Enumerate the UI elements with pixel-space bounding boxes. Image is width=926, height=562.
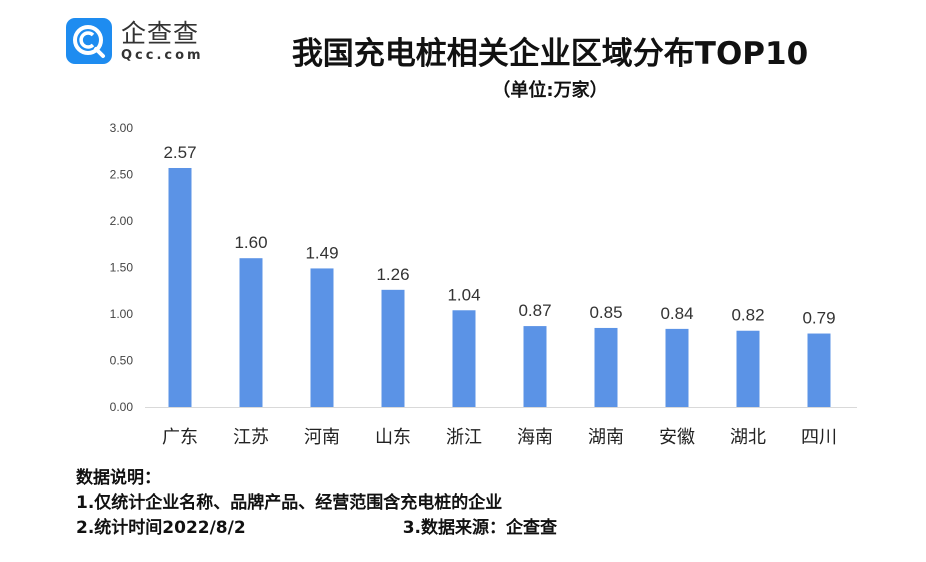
data-label: 0.87 (518, 301, 551, 320)
x-tick-label: 浙江 (446, 427, 482, 448)
chart-title: 我国充电桩相关企业区域分布TOP10 (291, 36, 809, 72)
y-tick-label: 2.50 (110, 168, 134, 182)
x-tick-label: 江苏 (233, 427, 269, 448)
x-tick-label: 湖北 (730, 427, 766, 448)
data-notes: 数据说明： 1.仅统计企业名称、品牌产品、经营范围含充电桩的企业 2.统计时间2… (76, 466, 557, 541)
data-label: 1.26 (376, 265, 409, 284)
x-tick-label: 四川 (801, 427, 837, 448)
y-tick-label: 1.50 (110, 261, 134, 275)
y-tick-label: 0.50 (110, 354, 134, 368)
bar-广东 (168, 167, 192, 407)
chart-unit: （单位:万家） (492, 80, 608, 101)
y-tick-label: 0.00 (110, 400, 134, 414)
bar-湖南 (594, 327, 618, 407)
bar-浙江 (452, 310, 476, 407)
data-label: 1.04 (447, 285, 480, 304)
logo-name-en: Qcc.com (121, 47, 204, 63)
data-label: 2.57 (163, 143, 196, 162)
y-tick-label: 3.00 (110, 121, 134, 135)
y-tick-label: 2.00 (110, 214, 134, 228)
data-label: 0.79 (802, 309, 835, 328)
notes-line-3: 3.数据来源：企查查 (402, 518, 557, 538)
x-tick-label: 安徽 (659, 427, 695, 448)
logo-name-cn: 企查查 (121, 18, 200, 48)
x-tick-label: 海南 (517, 427, 553, 448)
y-tick-label: 1.00 (110, 307, 134, 321)
data-label: 0.85 (589, 303, 622, 322)
notes-line-1: 1.仅统计企业名称、品牌产品、经营范围含充电桩的企业 (76, 493, 503, 513)
notes-line-2: 2.统计时间2022/8/2 (76, 518, 246, 538)
x-tick-label: 山东 (375, 427, 411, 448)
data-label: 1.49 (305, 243, 338, 262)
data-label: 1.60 (234, 233, 267, 252)
bar-湖北 (736, 330, 760, 407)
bar-安徽 (665, 328, 689, 407)
data-label: 0.82 (731, 306, 764, 325)
qcc-logo-icon (66, 18, 112, 64)
bar-四川 (807, 333, 831, 407)
bar-河南 (310, 268, 334, 407)
notes-heading: 数据说明： (76, 468, 161, 488)
bar-海南 (523, 326, 547, 407)
x-tick-label: 广东 (162, 427, 198, 448)
x-tick-label: 湖南 (588, 427, 624, 448)
data-label: 0.84 (660, 304, 693, 323)
bar-江苏 (239, 258, 263, 407)
bar-山东 (381, 289, 405, 407)
qcc-logo: 企查查 Qcc.com (66, 18, 204, 64)
x-tick-label: 河南 (304, 427, 340, 448)
